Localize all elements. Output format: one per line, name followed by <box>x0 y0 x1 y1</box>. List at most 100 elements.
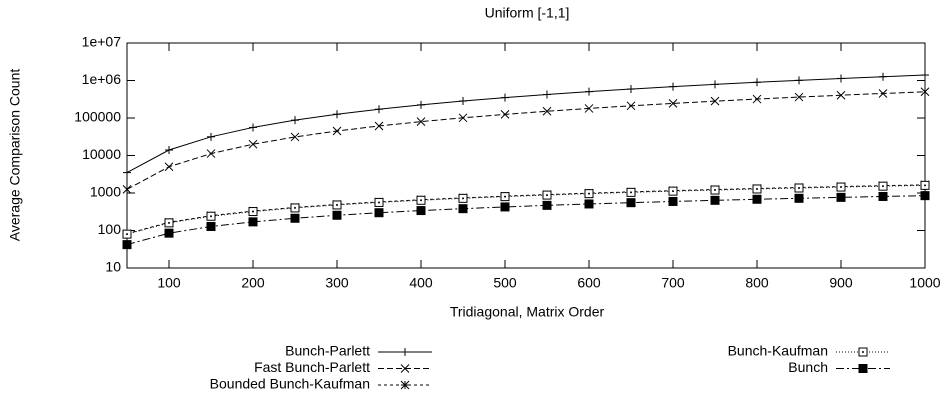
point <box>122 240 132 250</box>
point <box>584 189 594 199</box>
point <box>400 364 410 373</box>
x-tick-label: 200 <box>241 275 265 291</box>
point <box>752 194 762 204</box>
point <box>332 210 342 220</box>
point <box>206 211 216 221</box>
point <box>290 132 300 142</box>
legend-label: Bunch-Parlett <box>285 343 370 359</box>
point <box>165 146 173 155</box>
point <box>332 200 342 210</box>
point <box>858 347 868 357</box>
point <box>206 221 216 231</box>
point <box>626 187 636 197</box>
x-axis-label: Tridiagonal, Matrix Order <box>450 304 605 320</box>
point <box>248 207 258 217</box>
series-line <box>126 74 926 174</box>
point <box>416 206 426 216</box>
point <box>416 117 426 126</box>
point <box>374 197 384 207</box>
point <box>794 193 804 203</box>
point <box>542 200 552 210</box>
point <box>458 204 468 214</box>
y-tick-label: 100000 <box>74 109 121 125</box>
point <box>290 203 300 213</box>
point <box>542 190 552 200</box>
point <box>207 132 215 141</box>
point <box>668 196 678 206</box>
point <box>500 110 510 119</box>
point <box>374 121 384 131</box>
y-tick-label: 10 <box>105 259 121 275</box>
point <box>458 113 468 123</box>
chart-title: Uniform [-1,1] <box>485 5 570 21</box>
x-tick-label: 600 <box>577 275 601 291</box>
point <box>795 76 803 85</box>
point <box>333 110 341 119</box>
point <box>375 105 383 114</box>
y-tick-label: 100 <box>98 221 122 237</box>
point <box>920 87 930 97</box>
point <box>753 78 761 87</box>
point <box>669 82 677 91</box>
point <box>837 74 845 83</box>
x-tick-label: 700 <box>661 275 685 291</box>
point <box>500 192 510 202</box>
plot-border <box>126 42 926 269</box>
point <box>458 193 468 203</box>
series-line <box>126 195 926 246</box>
point <box>122 185 132 194</box>
point <box>164 228 174 238</box>
point <box>710 195 720 205</box>
x-tick-label: 500 <box>493 275 517 291</box>
point <box>752 184 762 194</box>
point <box>584 104 594 113</box>
point <box>501 93 509 102</box>
point <box>123 168 131 177</box>
point <box>291 116 299 125</box>
x-tick-label: 900 <box>829 275 853 291</box>
point <box>248 217 258 227</box>
point <box>920 191 930 201</box>
point <box>206 149 216 158</box>
point <box>248 139 258 149</box>
x-tick-label: 300 <box>325 275 349 291</box>
point <box>921 71 929 80</box>
point <box>627 85 635 94</box>
point <box>543 90 551 99</box>
point <box>879 72 887 81</box>
legend-label: Bunch-Kaufman <box>728 343 828 359</box>
legend-label: Bunch <box>788 359 828 375</box>
point <box>290 213 300 223</box>
point <box>710 96 720 106</box>
point <box>585 87 593 96</box>
point <box>836 192 846 202</box>
point <box>459 97 467 106</box>
x-tick-label: 1000 <box>909 275 940 291</box>
y-tick-label: 1000 <box>90 184 121 200</box>
point <box>401 348 409 356</box>
point <box>164 218 174 228</box>
x-tick-label: 100 <box>157 275 181 291</box>
point <box>416 195 426 205</box>
series-line <box>126 184 926 235</box>
point <box>122 229 132 239</box>
x-tick-label: 800 <box>745 275 769 291</box>
series-line <box>126 91 926 190</box>
point <box>794 92 804 102</box>
y-tick-label: 1e+07 <box>82 34 122 50</box>
point <box>332 126 342 136</box>
point <box>400 380 410 390</box>
y-tick-label: 1e+06 <box>82 71 122 87</box>
point <box>878 181 888 191</box>
point <box>249 123 257 132</box>
point <box>500 202 510 212</box>
point <box>626 101 636 111</box>
point <box>164 162 174 172</box>
point <box>374 208 384 218</box>
y-axis-label: Average Comparison Count <box>7 69 23 242</box>
y-tick-label: 10000 <box>82 146 121 162</box>
point <box>584 199 594 209</box>
point <box>878 89 888 98</box>
point <box>752 94 762 104</box>
